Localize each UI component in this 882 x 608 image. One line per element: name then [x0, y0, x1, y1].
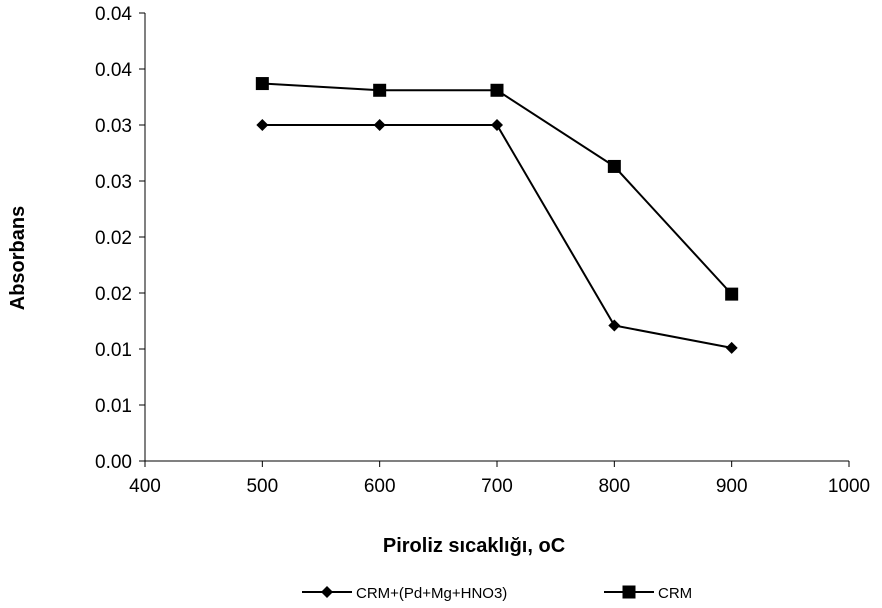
- legend-marker: [622, 585, 636, 599]
- data-point: [490, 83, 504, 97]
- data-point: [373, 119, 386, 131]
- y-tick-label: 0.03: [95, 116, 132, 137]
- legend: CRM+(Pd+Mg+HNO3) CRM: [302, 585, 692, 602]
- data-point: [256, 119, 269, 131]
- y-axis-ticks: 0.00 0.01 0.01 0.02 0.02 0.03 0.03 0.04 0.04: [95, 4, 145, 473]
- data-point: [607, 159, 621, 173]
- data-point: [255, 77, 269, 91]
- data-point: [725, 341, 738, 354]
- legend-label: CRM: [658, 585, 692, 602]
- series-crm-pd-mg-hno3: [256, 119, 738, 354]
- data-point: [725, 287, 739, 301]
- legend-label: CRM+(Pd+Mg+HNO3): [356, 585, 507, 602]
- y-tick-label: 0.02: [95, 228, 132, 249]
- y-tick-label: 0.04: [95, 60, 132, 81]
- series-crm: [255, 77, 739, 301]
- y-tick-label: 0.04: [95, 4, 132, 25]
- legend-entry: CRM: [604, 585, 692, 602]
- y-tick-label: 0.00: [95, 452, 132, 473]
- x-tick-label: 900: [716, 476, 748, 497]
- data-point: [373, 83, 387, 97]
- y-tick-label: 0.01: [95, 396, 132, 417]
- x-tick-label: 800: [598, 476, 630, 497]
- series-layer: [255, 77, 739, 354]
- axes: [144, 13, 849, 462]
- legend-entry: CRM+(Pd+Mg+HNO3): [302, 585, 507, 602]
- x-tick-label: 1000: [828, 476, 870, 497]
- x-axis-title: Piroliz sıcaklığı, oC: [383, 535, 565, 557]
- legend-marker: [321, 586, 333, 598]
- y-tick-label: 0.01: [95, 340, 132, 361]
- x-tick-label: 500: [246, 476, 278, 497]
- x-tick-label: 400: [129, 476, 161, 497]
- data-point: [608, 319, 621, 332]
- series-line: [262, 82, 733, 295]
- data-point: [491, 119, 503, 131]
- y-axis-title: Absorbans: [7, 206, 29, 310]
- y-tick-label: 0.02: [95, 284, 132, 305]
- y-tick-label: 0.03: [95, 172, 132, 193]
- series-line: [262, 124, 732, 349]
- x-tick-label: 600: [364, 476, 396, 497]
- x-axis-ticks: 400 500 600 700 800 900 1000: [129, 461, 870, 497]
- x-tick-label: 700: [481, 476, 513, 497]
